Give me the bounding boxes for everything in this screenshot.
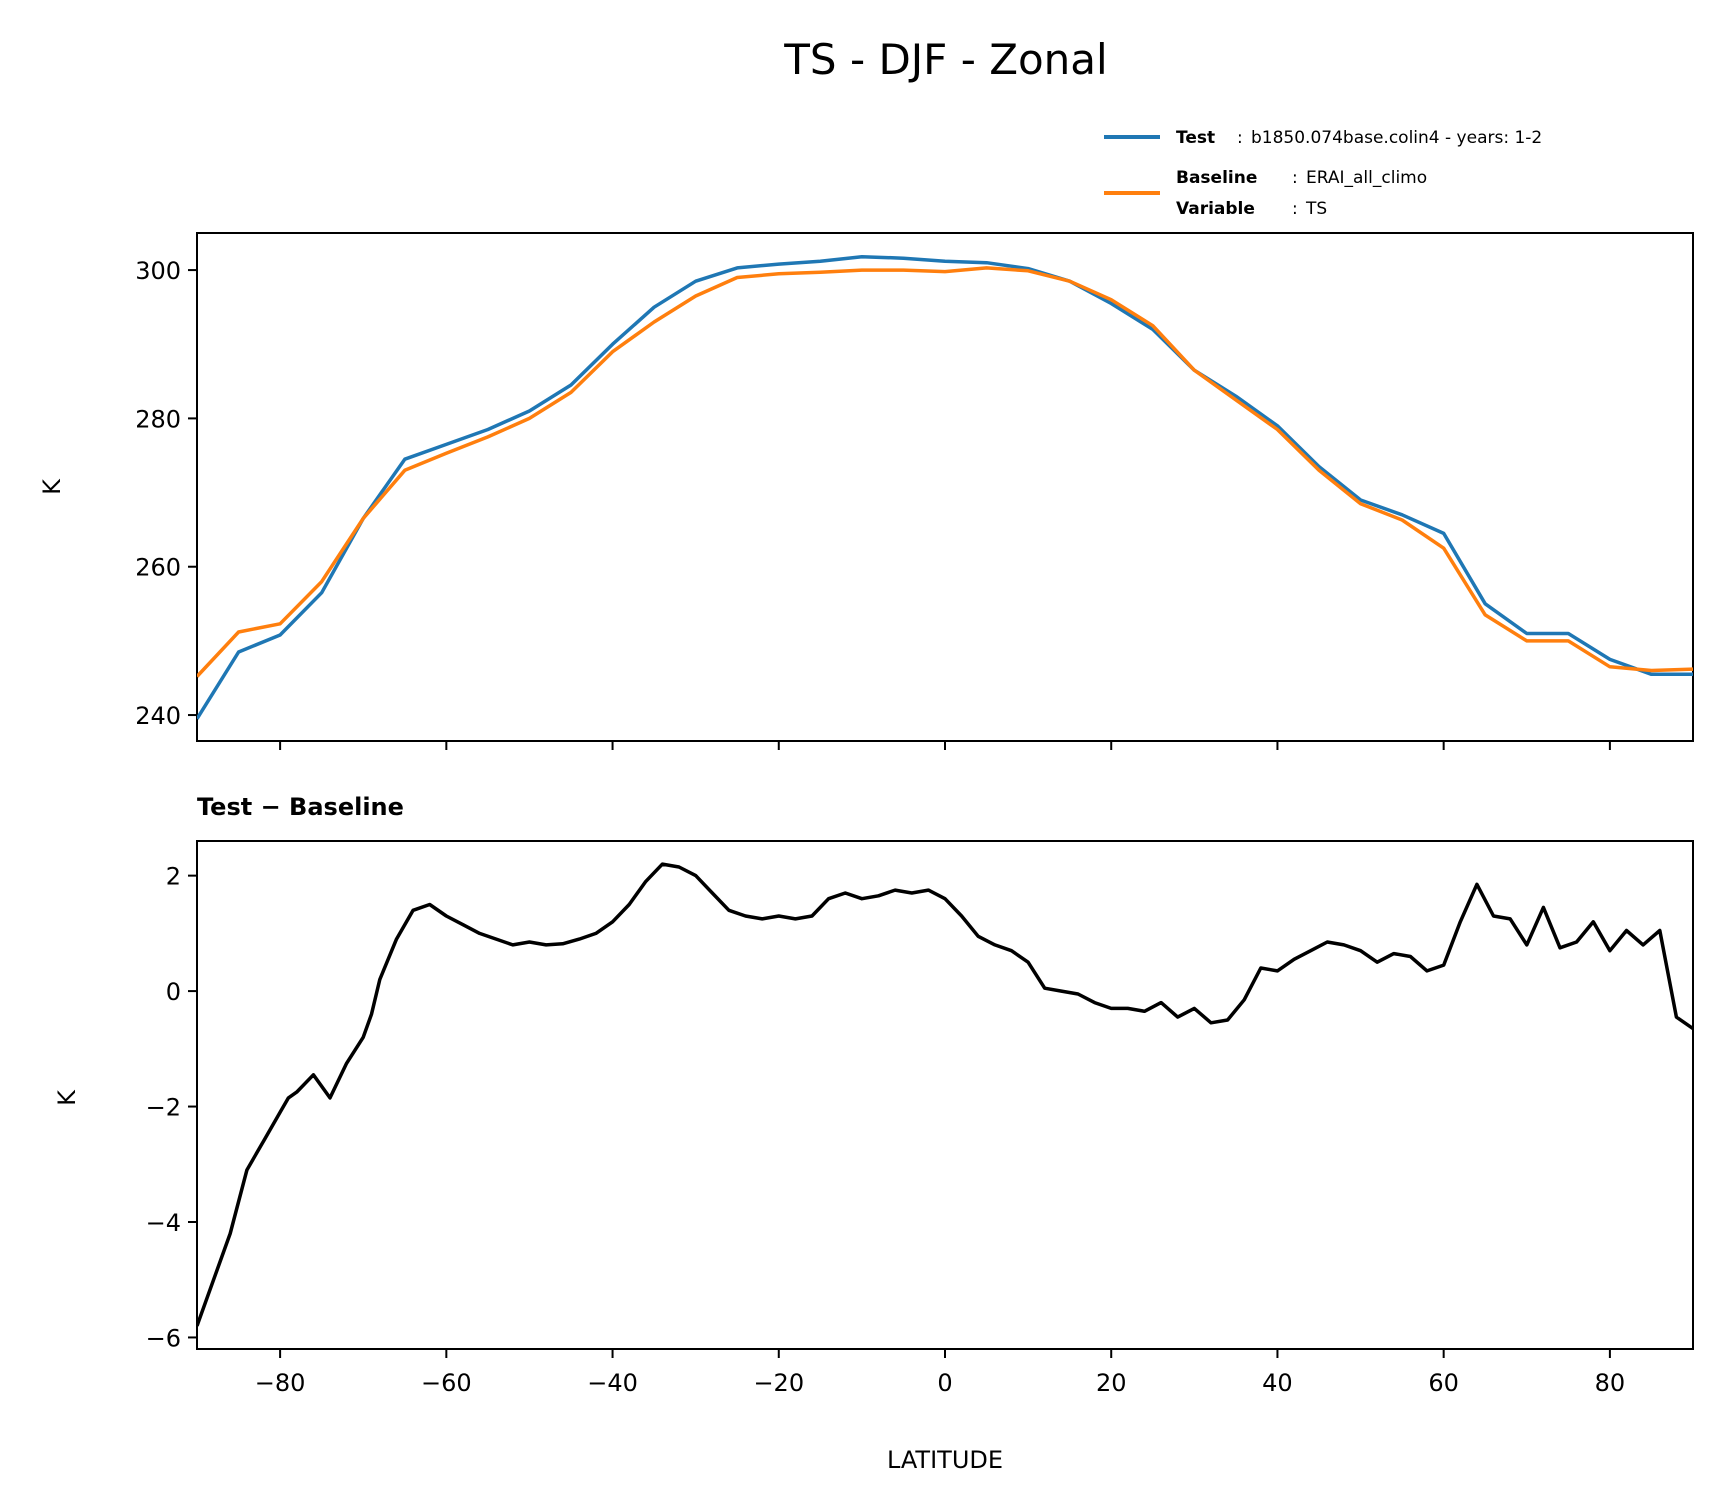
bottom-x-tick-label: −20 <box>753 1369 804 1397</box>
top-y-tick-label: 300 <box>135 257 181 285</box>
bottom-y-tick-label: 0 <box>166 978 181 1006</box>
top-y-ticks: 240 260 280 300 <box>135 257 197 730</box>
bottom-x-tick-label: −40 <box>587 1369 638 1397</box>
legend-test-value: b1850.074base.colin4 - years: 1-2 <box>1251 128 1542 148</box>
legend: Test : b1850.074base.colin4 - years: 1-2… <box>1104 128 1542 219</box>
x-axis-label: LATITUDE <box>887 1446 1003 1474</box>
top-series-line-test <box>197 254 1693 720</box>
figure-title: TS - DJF - Zonal <box>783 35 1107 84</box>
bottom-x-tick-label: 20 <box>1096 1369 1127 1397</box>
bottom-y-tick-label: −4 <box>146 1209 181 1237</box>
top-y-tick-label: 240 <box>135 702 181 730</box>
bottom-x-tick-label: −80 <box>255 1369 306 1397</box>
bottom-x-ticks: −80 −60 −40 −20 0 20 40 60 80 <box>255 1349 1625 1397</box>
top-y-axis-label: K <box>38 478 66 495</box>
top-series-line-baseline <box>197 266 1693 678</box>
top-panel: 240 260 280 300 K <box>38 232 1694 750</box>
bottom-series-line-diff <box>197 862 1693 1327</box>
legend-baseline-value: ERAI_all_climo <box>1306 168 1427 188</box>
bottom-y-tick-label: 2 <box>166 863 181 891</box>
bottom-y-tick-label: −6 <box>146 1324 181 1352</box>
bottom-x-tick-label: 80 <box>1595 1369 1626 1397</box>
bottom-x-tick-label: −60 <box>421 1369 472 1397</box>
bottom-y-tick-label: −2 <box>146 1094 181 1122</box>
legend-baseline-sep: : <box>1292 168 1298 188</box>
top-y-tick-label: 280 <box>135 405 181 433</box>
legend-baseline-key: Baseline <box>1176 168 1257 188</box>
bottom-x-tick-label: 40 <box>1262 1369 1293 1397</box>
legend-test-key: Test <box>1176 128 1215 148</box>
bottom-subtitle: Test − Baseline <box>197 793 404 821</box>
bottom-x-tick-label: 60 <box>1428 1369 1459 1397</box>
legend-test-sep: : <box>1237 128 1243 148</box>
legend-variable-sep: : <box>1292 199 1298 219</box>
top-x-ticks <box>279 741 1611 750</box>
top-series <box>197 254 1693 720</box>
top-y-tick-label: 260 <box>135 554 181 582</box>
legend-variable-key: Variable <box>1176 199 1255 219</box>
bottom-y-axis-label: K <box>53 1089 81 1106</box>
bottom-series <box>197 862 1693 1327</box>
bottom-panel: Test − Baseline −6−4−202 −80 −60 −40 −20 0 20… <box>53 793 1694 1474</box>
legend-variable-value: TS <box>1305 199 1327 219</box>
bottom-y-ticks: −6 −4 −2 0 2 <box>146 863 197 1352</box>
bottom-x-tick-label: 0 <box>937 1369 952 1397</box>
